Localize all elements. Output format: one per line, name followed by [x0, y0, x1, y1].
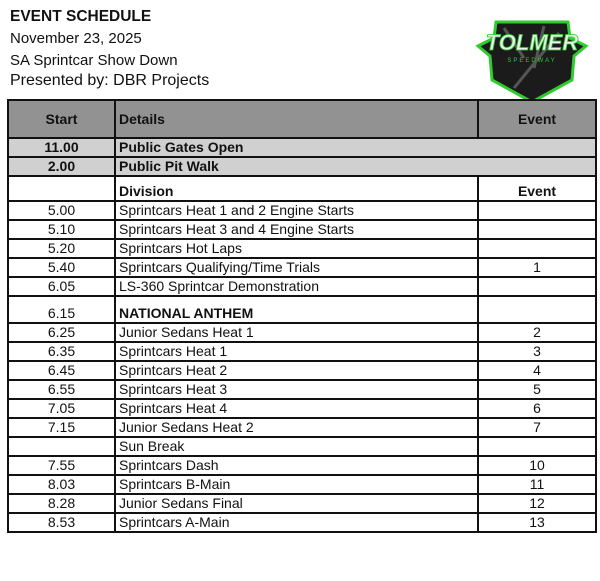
- start-cell: 8.03: [7, 474, 116, 495]
- details-cell: NATIONAL ANTHEM: [114, 295, 479, 324]
- table-header-row: Start Details Event: [7, 99, 597, 139]
- table-row: Sun Break: [7, 436, 597, 457]
- event-name: SA Sprintcar Show Down: [10, 52, 178, 69]
- table-row: 8.28 Junior Sedans Final 12: [7, 493, 597, 514]
- table-row: 7.55 Sprintcars Dash 10: [7, 455, 597, 476]
- event-cell: [477, 238, 597, 259]
- details-cell: Junior Sedans Heat 2: [114, 417, 479, 438]
- start-cell: 7.05: [7, 398, 116, 419]
- event-cell: [477, 436, 597, 457]
- details-cell: Sun Break: [114, 436, 479, 457]
- event-cell: [477, 276, 597, 297]
- tolmer-speedway-logo: TOLMER SPEEDWAY: [475, 20, 589, 104]
- details-cell: Junior Sedans Heat 1: [114, 322, 479, 343]
- header-event: Event: [477, 99, 597, 139]
- details-cell: Sprintcars Heat 1 and 2 Engine Starts: [114, 200, 479, 221]
- page-title: EVENT SCHEDULE: [10, 8, 152, 25]
- details-cell: Public Gates Open: [114, 137, 597, 158]
- details-cell: Sprintcars Heat 4: [114, 398, 479, 419]
- start-cell: 6.45: [7, 360, 116, 381]
- start-cell: 6.35: [7, 341, 116, 362]
- event-cell: 1: [477, 257, 597, 278]
- table-row: 5.20 Sprintcars Hot Laps: [7, 238, 597, 259]
- details-cell: Sprintcars A-Main: [114, 512, 479, 533]
- table-row: 6.15 NATIONAL ANTHEM: [7, 295, 597, 324]
- start-cell: 6.25: [7, 322, 116, 343]
- details-cell: LS-360 Sprintcar Demonstration: [114, 276, 479, 297]
- header-details: Details: [114, 99, 479, 139]
- event-cell: 10: [477, 455, 597, 476]
- start-cell: 6.05: [7, 276, 116, 297]
- start-cell: 8.28: [7, 493, 116, 514]
- details-cell: Sprintcars Heat 3: [114, 379, 479, 400]
- logo-subtext: SPEEDWAY: [507, 58, 556, 64]
- event-cell: 6: [477, 398, 597, 419]
- start-cell: 6.55: [7, 379, 116, 400]
- start-cell: 5.00: [7, 200, 116, 221]
- details-cell: Sprintcars Qualifying/Time Trials: [114, 257, 479, 278]
- details-cell: Public Pit Walk: [114, 156, 597, 177]
- header-start: Start: [7, 99, 116, 139]
- start-cell: 2.00: [7, 156, 116, 177]
- event-cell: 3: [477, 341, 597, 362]
- details-cell: Sprintcars B-Main: [114, 474, 479, 495]
- logo-text: TOLMER: [486, 30, 579, 55]
- event-date: November 23, 2025: [10, 30, 142, 47]
- start-cell: 5.10: [7, 219, 116, 240]
- empty-cell: [7, 175, 116, 202]
- start-cell: 6.15: [7, 295, 116, 324]
- event-cell: 12: [477, 493, 597, 514]
- subheader-event: Event: [477, 175, 597, 202]
- start-cell: [7, 436, 116, 457]
- table-row: 5.00 Sprintcars Heat 1 and 2 Engine Start…: [7, 200, 597, 221]
- table-row: 11.00 Public Gates Open: [7, 137, 597, 158]
- table-row: 8.03 Sprintcars B-Main 11: [7, 474, 597, 495]
- event-cell: 5: [477, 379, 597, 400]
- start-cell: 5.20: [7, 238, 116, 259]
- start-cell: 11.00: [7, 137, 116, 158]
- event-cell: 11: [477, 474, 597, 495]
- event-cell: 4: [477, 360, 597, 381]
- table-row: 5.40 Sprintcars Qualifying/Time Trials 1: [7, 257, 597, 278]
- event-cell: 2: [477, 322, 597, 343]
- start-cell: 7.15: [7, 417, 116, 438]
- table-row: 6.05 LS-360 Sprintcar Demonstration: [7, 276, 597, 297]
- presenter: Presented by: DBR Projects: [10, 72, 210, 89]
- table-row: 2.00 Public Pit Walk: [7, 156, 597, 177]
- details-cell: Sprintcars Heat 2: [114, 360, 479, 381]
- details-cell: Sprintcars Heat 3 and 4 Engine Starts: [114, 219, 479, 240]
- event-cell: [477, 295, 597, 324]
- table-row: 8.53 Sprintcars A-Main 13: [7, 512, 597, 533]
- event-cell: 13: [477, 512, 597, 533]
- details-cell: Sprintcars Heat 1: [114, 341, 479, 362]
- event-cell: [477, 200, 597, 221]
- details-cell: Sprintcars Hot Laps: [114, 238, 479, 259]
- details-cell: Sprintcars Dash: [114, 455, 479, 476]
- event-cell: 7: [477, 417, 597, 438]
- event-cell: [477, 219, 597, 240]
- start-cell: 5.40: [7, 257, 116, 278]
- subheader-division: Division: [114, 175, 479, 202]
- schedule-table: Start Details Event 11.00 Public Gates O…: [7, 99, 597, 533]
- details-cell: Junior Sedans Final: [114, 493, 479, 514]
- start-cell: 7.55: [7, 455, 116, 476]
- subheader-row: Division Event: [7, 175, 597, 202]
- start-cell: 8.53: [7, 512, 116, 533]
- table-row: 5.10 Sprintcars Heat 3 and 4 Engine Start…: [7, 219, 597, 240]
